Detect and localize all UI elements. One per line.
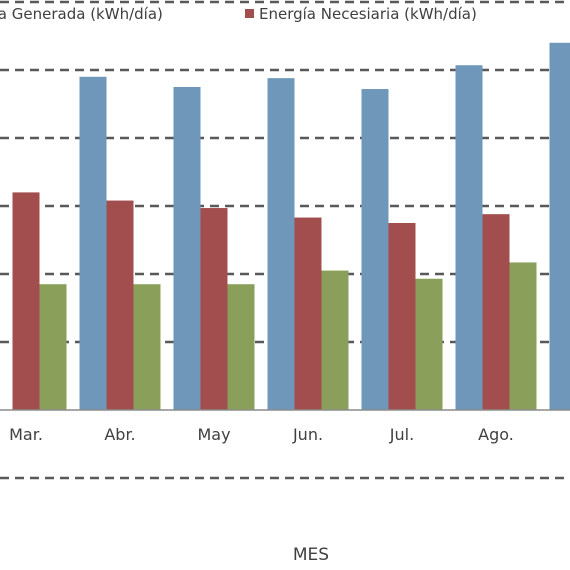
x-axis-title: MES bbox=[293, 545, 329, 565]
bar-series-1-3 bbox=[267, 78, 295, 410]
x-tick-label: Ago. bbox=[478, 425, 514, 444]
bar-series-3-1 bbox=[133, 284, 161, 410]
legend-swatch-necesiaria bbox=[245, 9, 254, 18]
legend-label-generada: Energía Generada (kWh/día) bbox=[0, 5, 163, 23]
bar-series-2-3 bbox=[294, 217, 322, 410]
bar-series-1-2 bbox=[173, 87, 201, 410]
bar-series-2-4 bbox=[388, 223, 416, 410]
bar-series-2-5 bbox=[482, 214, 510, 410]
x-tick-label: Abr. bbox=[104, 425, 135, 444]
x-tick-label: Mar. bbox=[9, 425, 43, 444]
x-tick-label: Jun. bbox=[292, 425, 323, 444]
legend-label-necesiaria: Energía Necesiaria (kWh/día) bbox=[259, 5, 477, 23]
legend: Energía Generada (kWh/día) Energía Neces… bbox=[0, 5, 477, 23]
x-tick-label: May bbox=[197, 425, 230, 444]
bar-series-3-2 bbox=[227, 284, 255, 410]
bar-series-3-4 bbox=[415, 278, 443, 410]
bar-series-1-5 bbox=[455, 65, 483, 411]
bar-series-3-0 bbox=[39, 284, 67, 410]
bar-series-1-6 bbox=[549, 42, 570, 411]
bar-series-3-3 bbox=[321, 270, 349, 410]
bar-series-1-1 bbox=[79, 76, 107, 411]
bars-group bbox=[12, 42, 570, 411]
bar-series-2-2 bbox=[200, 208, 228, 410]
bar-series-3-5 bbox=[509, 262, 537, 410]
bar-series-2-0 bbox=[12, 192, 40, 410]
x-tick-label: Jul. bbox=[389, 425, 414, 444]
bar-series-2-1 bbox=[106, 200, 134, 410]
bar-series-1-4 bbox=[361, 89, 389, 410]
